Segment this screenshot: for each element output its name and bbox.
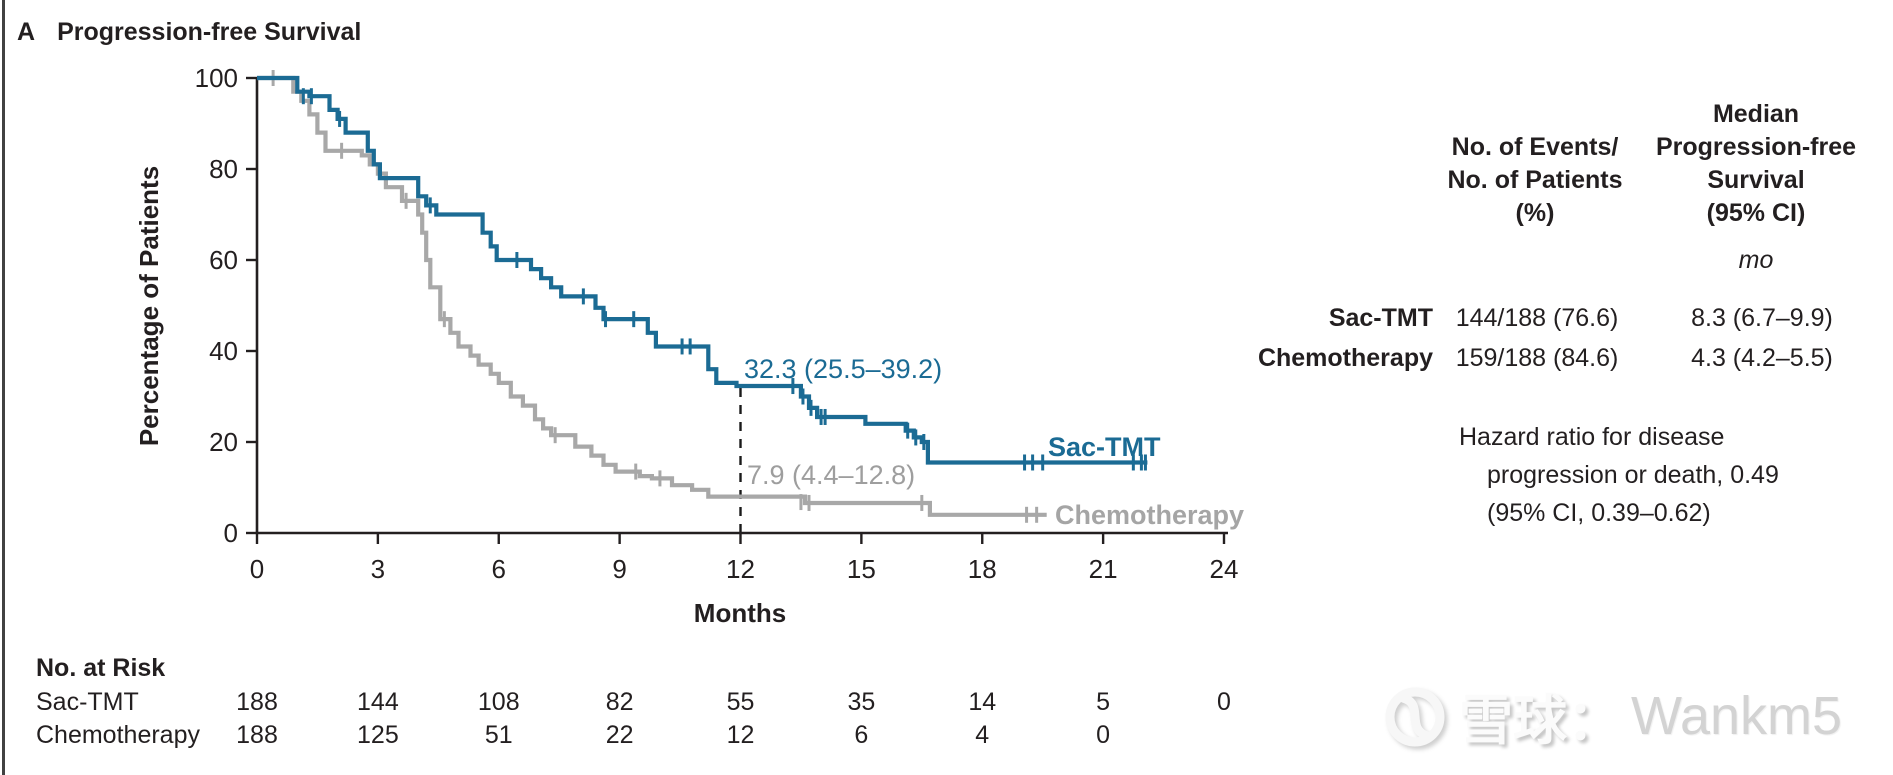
at-risk-count: 51 bbox=[485, 721, 513, 749]
xueqiu-logo-icon bbox=[1385, 687, 1445, 746]
km-curve-chemotherapy bbox=[257, 75, 1047, 517]
y-tick-label: 20 bbox=[209, 427, 238, 457]
at-risk-count: 6 bbox=[854, 721, 868, 749]
x-tick-label: 12 bbox=[726, 554, 755, 584]
at-risk-row-label: Chemotherapy bbox=[36, 721, 200, 749]
events-value-chemotherapy: 159/188 (84.6) bbox=[1455, 344, 1619, 372]
panel-letter: A bbox=[17, 18, 36, 46]
at-risk-count: 4 bbox=[975, 721, 989, 749]
figure-left-rule bbox=[2, 0, 5, 775]
x-tick-label: 21 bbox=[1089, 554, 1118, 584]
at-risk-count: 82 bbox=[606, 688, 634, 716]
x-tick-label: 18 bbox=[968, 554, 997, 584]
figure-title: Progression-free Survival bbox=[57, 18, 362, 46]
x-axis-title: Months bbox=[694, 598, 786, 628]
watermark: 雪球： Wankm5 bbox=[1381, 676, 1842, 755]
at-risk-count: 14 bbox=[968, 688, 996, 716]
at-risk-count: 35 bbox=[847, 688, 875, 716]
x-tick-label: 15 bbox=[847, 554, 876, 584]
annotation-sac-tmt: 32.3 (25.5–39.2) bbox=[744, 354, 942, 384]
at-risk-count: 12 bbox=[727, 721, 755, 749]
x-tick-label: 6 bbox=[492, 554, 506, 584]
y-axis-title: Percentage of Patients bbox=[134, 166, 164, 446]
watermark-site-text: 雪球： bbox=[1459, 689, 1621, 752]
at-risk-count: 0 bbox=[1217, 688, 1231, 716]
y-tick-label: 0 bbox=[224, 518, 238, 548]
curve-label-sac-tmt: Sac-TMT bbox=[1048, 432, 1161, 462]
at-risk-count: 188 bbox=[236, 688, 278, 716]
curve-label-chemotherapy: Chemotherapy bbox=[1055, 500, 1244, 530]
y-tick-label: 40 bbox=[209, 336, 238, 366]
watermark-username: Wankm5 bbox=[1631, 685, 1843, 746]
events-value-sac-tmt: 144/188 (76.6) bbox=[1455, 304, 1619, 332]
hazard-ratio-note: Hazard ratio for disease progression or … bbox=[1459, 423, 1779, 527]
y-tick-label: 80 bbox=[209, 154, 238, 184]
at-risk-row-label: Sac-TMT bbox=[36, 688, 139, 716]
median-value-chemotherapy: 4.3 (4.2–5.5) bbox=[1691, 344, 1833, 372]
at-risk-count: 125 bbox=[357, 721, 399, 749]
at-risk-count: 55 bbox=[727, 688, 755, 716]
x-tick-label: 3 bbox=[371, 554, 385, 584]
x-tick-label: 9 bbox=[612, 554, 626, 584]
median-value-sac-tmt: 8.3 (6.7–9.9) bbox=[1691, 304, 1833, 332]
y-tick-label: 60 bbox=[209, 245, 238, 275]
median-column-header: Median Progression-free Survival (95% CI… bbox=[1655, 100, 1857, 227]
at-risk-count: 188 bbox=[236, 721, 278, 749]
km-curve-sac-tmt bbox=[257, 75, 1148, 465]
table-row-label-sac-tmt: Sac-TMT bbox=[1328, 304, 1433, 332]
panel-title: A Progression-free Survival bbox=[17, 18, 361, 47]
x-tick-label: 24 bbox=[1210, 554, 1239, 584]
events-column-header: No. of Events/ No. of Patients (%) bbox=[1447, 133, 1623, 227]
at-risk-count: 144 bbox=[357, 688, 399, 716]
table-row-label-chemotherapy: Chemotherapy bbox=[1257, 344, 1433, 372]
at-risk-count: 22 bbox=[606, 721, 634, 749]
at-risk-count: 0 bbox=[1096, 721, 1110, 749]
median-unit: mo bbox=[1738, 246, 1774, 274]
at-risk-count: 108 bbox=[478, 688, 520, 716]
at-risk-count: 5 bbox=[1096, 688, 1110, 716]
x-tick-label: 0 bbox=[250, 554, 264, 584]
annotation-chemotherapy: 7.9 (4.4–12.8) bbox=[747, 460, 915, 490]
at-risk-title: No. at Risk bbox=[36, 654, 165, 682]
y-tick-label: 100 bbox=[195, 63, 238, 93]
